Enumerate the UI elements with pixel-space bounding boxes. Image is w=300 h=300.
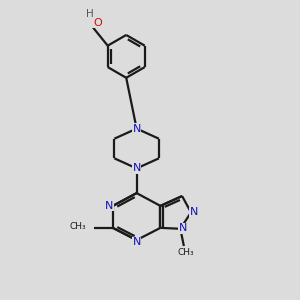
Text: H: H [86, 9, 94, 19]
Text: N: N [132, 164, 141, 173]
Text: CH₃: CH₃ [70, 222, 86, 231]
Text: N: N [132, 237, 141, 248]
Text: O: O [93, 18, 102, 28]
Text: N: N [132, 124, 141, 134]
Text: N: N [105, 201, 113, 211]
Text: N: N [190, 207, 198, 218]
Text: N: N [178, 223, 187, 233]
Text: CH₃: CH₃ [178, 248, 195, 257]
